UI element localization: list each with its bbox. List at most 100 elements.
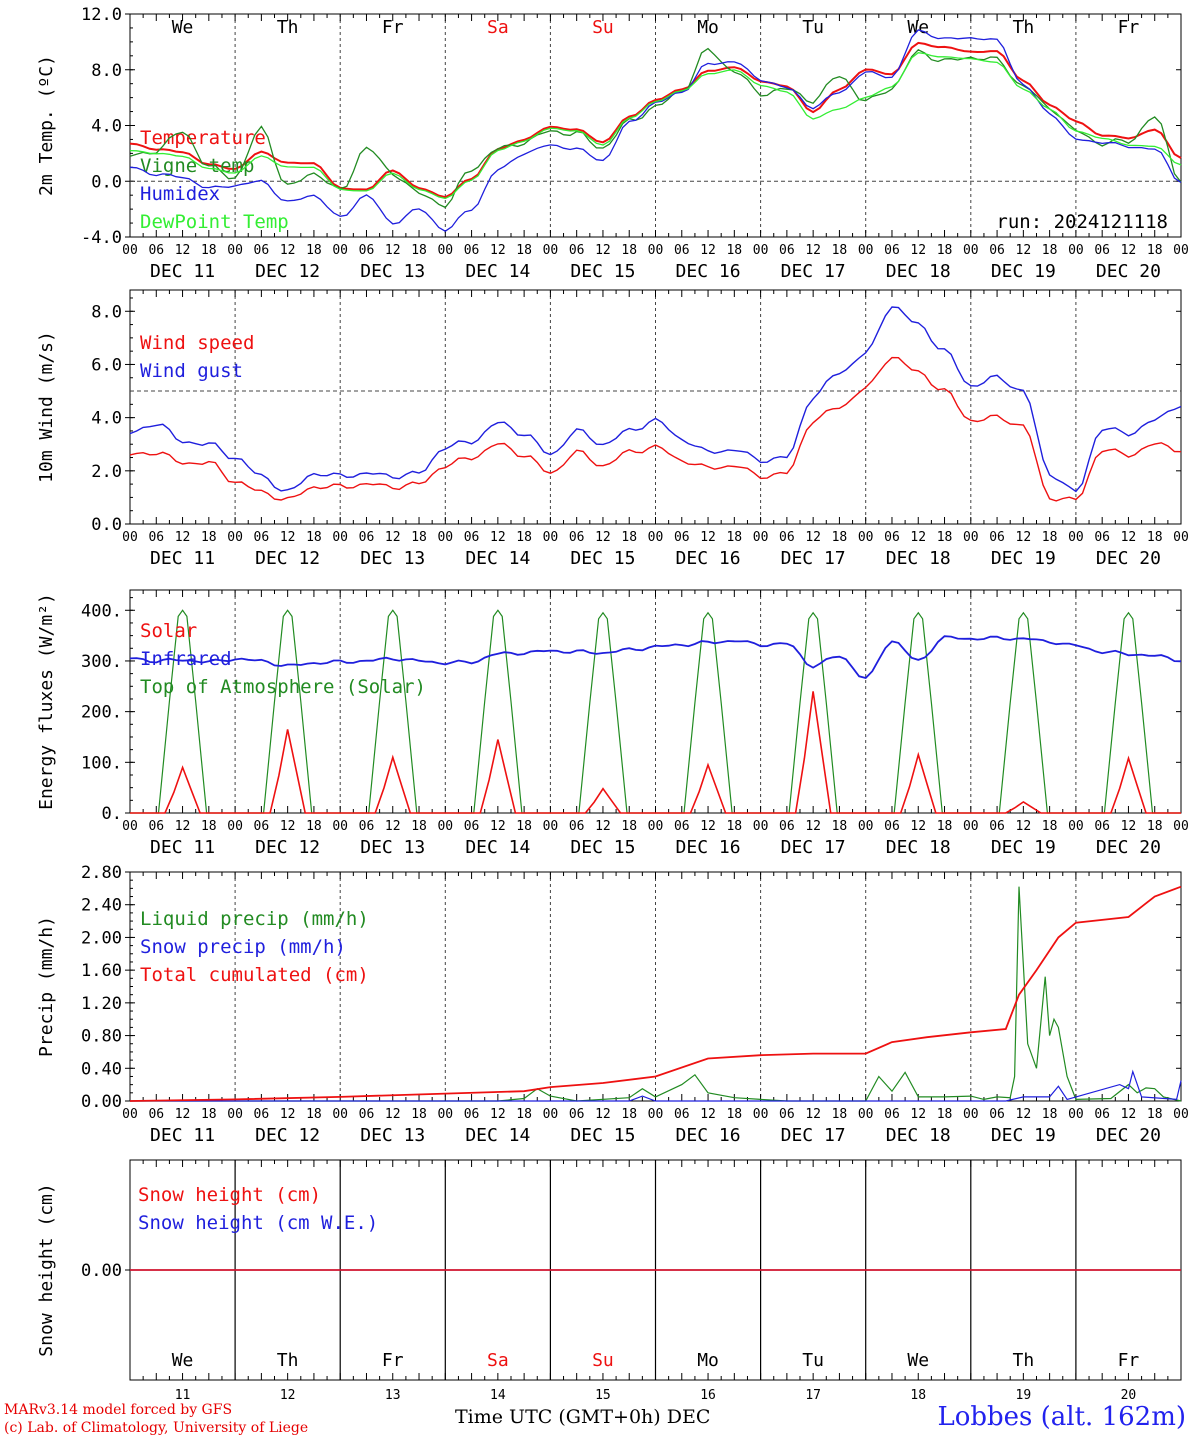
hour-tick-label: 06 (1094, 1107, 1110, 1122)
hour-tick-label: 12 (700, 530, 716, 545)
temp-legend-1: Temperature (140, 127, 266, 149)
date-label: DEC 17 (781, 837, 846, 858)
hour-tick-label: 18 (1042, 530, 1058, 545)
precip-series-line-3 (129, 885, 1182, 1102)
precip-series-line-2 (130, 1069, 1182, 1102)
hour-tick-label: 12 (1121, 530, 1137, 545)
hour-tick-label: 18 (306, 819, 322, 834)
hour-tick-label: 06 (464, 530, 480, 545)
weekday-label-top: Sa (487, 17, 509, 38)
date-label: DEC 13 (360, 837, 425, 858)
hour-tick-label: 12 (490, 819, 506, 834)
hour-tick-label: 18 (516, 243, 532, 258)
hour-tick-label: 12 (805, 530, 821, 545)
date-label: DEC 12 (255, 548, 320, 569)
hour-tick-label: 00 (648, 243, 664, 258)
hour-tick-label: 18 (411, 819, 427, 834)
hour-tick-label: 18 (726, 530, 742, 545)
hour-tick-label: 12 (700, 1107, 716, 1122)
hour-tick-label: 06 (884, 243, 900, 258)
weekday-label-bottom: Sa (487, 1350, 509, 1371)
hour-tick-label: 00 (122, 530, 138, 545)
y-tick-label: 300. (81, 652, 122, 672)
day-number-label: 19 (1016, 1388, 1032, 1403)
date-label: DEC 15 (570, 261, 635, 282)
hour-tick-label: 12 (385, 530, 401, 545)
y-tick-label: 0.80 (81, 1027, 122, 1047)
wind-legend-1: Wind speed (140, 332, 254, 354)
day-number-label: 20 (1121, 1388, 1137, 1403)
hour-tick-label: 12 (175, 1107, 191, 1122)
hour-tick-label: 00 (543, 1107, 559, 1122)
hour-tick-label: 12 (595, 243, 611, 258)
y-tick-label: -4.0 (81, 228, 122, 248)
date-label: DEC 15 (570, 548, 635, 569)
hour-tick-label: 18 (726, 1107, 742, 1122)
hour-tick-label: 18 (516, 530, 532, 545)
hour-tick-label: 18 (937, 819, 953, 834)
hour-tick-label: 00 (437, 819, 453, 834)
temp-series-line-4 (129, 52, 1182, 200)
y-tick-label: 4.0 (91, 117, 122, 137)
hour-tick-label: 06 (884, 819, 900, 834)
hour-tick-label: 18 (201, 530, 217, 545)
hour-tick-label: 00 (227, 819, 243, 834)
hour-tick-label: 18 (1042, 243, 1058, 258)
hour-tick-label: 00 (858, 819, 874, 834)
hour-tick-label: 18 (621, 819, 637, 834)
hour-tick-label: 06 (989, 1107, 1005, 1122)
hour-tick-label: 00 (963, 819, 979, 834)
hour-tick-label: 18 (621, 243, 637, 258)
hour-tick-label: 12 (595, 819, 611, 834)
y-tick-label: 0.00 (81, 1261, 122, 1281)
copyright-credit: (c) Lab. of Climatology, University of L… (4, 1420, 309, 1436)
hour-tick-label: 00 (858, 530, 874, 545)
date-label: DEC 20 (1096, 261, 1161, 282)
hour-tick-label: 18 (516, 819, 532, 834)
date-label: DEC 16 (676, 1125, 741, 1146)
hour-tick-label: 12 (385, 1107, 401, 1122)
weekday-label-bottom: Su (592, 1350, 614, 1371)
hour-tick-label: 12 (1121, 1107, 1137, 1122)
hour-tick-label: 06 (569, 243, 585, 258)
hour-tick-label: 06 (254, 1107, 270, 1122)
date-label: DEC 13 (360, 548, 425, 569)
hour-tick-label: 06 (569, 819, 585, 834)
temp-series-line-2 (129, 47, 1182, 209)
hour-tick-label: 12 (700, 243, 716, 258)
hour-tick-label: 18 (832, 819, 848, 834)
date-label: DEC 20 (1096, 1125, 1161, 1146)
hour-tick-label: 18 (937, 1107, 953, 1122)
infrared-line (129, 635, 1182, 680)
hour-tick-label: 00 (963, 1107, 979, 1122)
hour-tick-label: 00 (1173, 1107, 1189, 1122)
temp-legend-4: DewPoint Temp (140, 211, 289, 233)
hour-tick-label: 00 (648, 1107, 664, 1122)
hour-tick-label: 18 (621, 1107, 637, 1122)
panel-5-ylabel: Snow height (cm) (36, 1183, 57, 1356)
date-label: DEC 11 (150, 837, 215, 858)
hour-tick-label: 12 (1121, 243, 1137, 258)
day-number-label: 15 (595, 1388, 611, 1403)
x-axis-title: Time UTC (GMT+0h) DEC (455, 1406, 710, 1428)
weekday-label-top: Tu (802, 17, 824, 38)
date-label: DEC 13 (360, 1125, 425, 1146)
hour-tick-label: 12 (805, 1107, 821, 1122)
hour-tick-label: 12 (490, 530, 506, 545)
y-tick-label: 2.80 (81, 863, 122, 883)
weekday-label-top: Mo (697, 17, 719, 38)
weekday-label-bottom: Fr (382, 1350, 404, 1371)
hour-tick-label: 06 (1094, 243, 1110, 258)
hour-tick-label: 00 (437, 1107, 453, 1122)
hour-tick-label: 18 (937, 243, 953, 258)
hour-tick-label: 06 (884, 1107, 900, 1122)
hour-tick-label: 00 (122, 819, 138, 834)
hour-tick-label: 12 (805, 243, 821, 258)
hour-tick-label: 18 (201, 819, 217, 834)
hour-tick-label: 00 (1068, 819, 1084, 834)
hour-tick-label: 00 (437, 530, 453, 545)
hour-tick-label: 06 (674, 243, 690, 258)
hour-tick-label: 12 (910, 530, 926, 545)
wind-legend-2: Wind gust (140, 360, 243, 382)
